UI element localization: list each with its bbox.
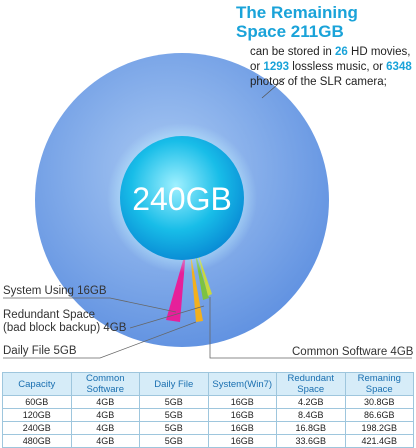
- leader: [209, 297, 412, 359]
- table-row: 240GB 4GB 5GB 16GB 16.8GB 198.2GB: [2, 421, 414, 435]
- callout-line: [261, 77, 286, 99]
- table-cell: 16.8GB: [276, 421, 346, 435]
- column-header: Redundant Space: [276, 372, 346, 396]
- center-label: 240GB: [132, 181, 232, 217]
- table-cell: 16GB: [207, 434, 277, 448]
- leader: [129, 305, 205, 329]
- callout-title: Space 211GB: [236, 22, 344, 41]
- table-cell: 33.6GB: [276, 434, 346, 448]
- table-cell: 60GB: [2, 395, 72, 409]
- column-header: System(Win7): [207, 372, 277, 396]
- table-cell: 5GB: [139, 434, 209, 448]
- table-cell: 30.8GB: [344, 395, 414, 409]
- text: HD movies,: [348, 46, 411, 58]
- leader: [3, 297, 177, 313]
- table-cell: 16GB: [207, 421, 277, 435]
- table-cell: 16GB: [207, 395, 277, 409]
- table-cell: 120GB: [2, 408, 72, 422]
- column-header: Capacity: [2, 372, 72, 396]
- leader: [3, 321, 197, 359]
- table-cell: 480GB: [2, 434, 72, 448]
- slice-label: Daily File 5GB: [3, 345, 77, 357]
- table-cell: 240GB: [2, 421, 72, 435]
- table-row: 120GB 4GB 5GB 16GB 8.4GB 86.6GB: [2, 408, 414, 422]
- slice-label: Redundant Space: [3, 309, 95, 321]
- slice-label: Common Software 4GB: [292, 346, 414, 358]
- table-cell: 4GB: [70, 395, 140, 409]
- highlight: 6348: [386, 61, 412, 73]
- column-header: Common Software: [70, 372, 140, 396]
- table-cell: 4GB: [70, 408, 140, 422]
- highlight: 26: [335, 46, 348, 58]
- table-row: 480GB 4GB 5GB 16GB 33.6GB 421.4GB: [2, 434, 414, 448]
- table-body: 60GB 4GB 5GB 16GB 4.2GB 30.8GB 120GB 4GB 5GB 16GB…: [2, 395, 414, 448]
- highlight: 1293: [263, 61, 289, 73]
- table-cell: 4GB: [70, 434, 140, 448]
- table-cell: 198.2GB: [344, 421, 414, 435]
- inner-circle: [120, 136, 244, 260]
- table-row: 60GB 4GB 5GB 16GB 4.2GB 30.8GB: [2, 395, 414, 409]
- table-cell: 4GB: [70, 421, 140, 435]
- callout-line-text: can be stored in 26 HD movies,: [250, 46, 410, 58]
- table-cell: 16GB: [207, 408, 277, 422]
- callout-line-text: photos of the SLR camera;: [250, 76, 387, 88]
- slice-label: System Using 16GB: [3, 285, 107, 297]
- infographic: 240GB The Remaining Space 211GB can be s…: [3, 3, 414, 359]
- text: or: [250, 61, 263, 73]
- table-cell: 421.4GB: [344, 434, 414, 448]
- table-cell: 5GB: [139, 421, 209, 435]
- slice-label: (bad block backup) 4GB: [3, 322, 127, 334]
- table-cell: 5GB: [139, 395, 209, 409]
- table-cell: 8.4GB: [276, 408, 346, 422]
- text: lossless music, or: [289, 61, 386, 73]
- table-cell: 5GB: [139, 408, 209, 422]
- text: can be stored in: [250, 46, 335, 58]
- callout-line-text: or 1293 lossless music, or 6348: [250, 61, 412, 73]
- header-row: Capacity Common Software Daily File System(…: [2, 372, 414, 396]
- column-header: Remaning Space: [344, 372, 414, 396]
- table-cell: 86.6GB: [344, 408, 414, 422]
- table-cell: 4.2GB: [276, 395, 346, 409]
- capacity-table: Capacity Common Software Daily File System(…: [2, 372, 414, 448]
- callout-title: The Remaining: [236, 3, 358, 22]
- column-header: Daily File: [139, 372, 209, 396]
